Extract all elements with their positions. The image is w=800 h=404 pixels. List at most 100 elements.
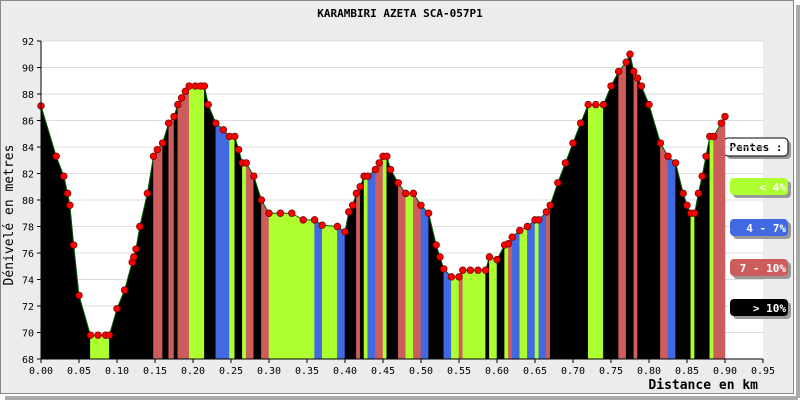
slope-segment: [686, 205, 692, 360]
point: [219, 126, 228, 134]
point: [200, 82, 209, 90]
point: [607, 82, 615, 90]
point: [75, 291, 83, 300]
slope-segment: [546, 204, 551, 360]
slope-segment: [705, 136, 711, 360]
point: [276, 209, 285, 217]
slope-segment: [420, 204, 429, 360]
point: [698, 172, 706, 180]
slope-segment: [321, 224, 338, 360]
legend-swatch: [730, 178, 788, 195]
x-tick-label: 0.30: [257, 366, 281, 377]
point: [371, 165, 380, 174]
slope-segment: [641, 85, 650, 360]
slope-segment: [352, 193, 357, 360]
point: [493, 255, 501, 264]
point: [356, 183, 364, 191]
x-tick-label: 0.65: [523, 366, 547, 377]
point: [383, 152, 391, 160]
point: [345, 208, 353, 216]
point: [683, 201, 691, 209]
point: [231, 132, 239, 141]
point: [52, 152, 60, 160]
legend-label: > 10%: [753, 302, 786, 315]
point: [523, 222, 532, 231]
point: [436, 253, 444, 261]
point: [440, 265, 448, 273]
point: [508, 233, 516, 241]
slope-segment: [280, 213, 293, 360]
point: [709, 132, 718, 141]
slope-segment: [185, 85, 190, 360]
slope-segment: [709, 136, 714, 360]
slope-segment: [405, 193, 414, 360]
slope-segment: [595, 104, 604, 360]
slope-segment: [337, 226, 346, 360]
point: [447, 273, 456, 281]
slope-segment: [625, 54, 631, 360]
slope-segment: [204, 85, 209, 360]
point: [257, 196, 266, 204]
y-tick-label: 92: [22, 37, 34, 48]
point: [542, 208, 551, 216]
point: [474, 266, 482, 274]
point: [679, 189, 687, 198]
slope-segment: [133, 248, 137, 360]
slope-segment: [302, 219, 315, 360]
point: [242, 159, 250, 167]
frame-shadow: [796, 5, 800, 398]
x-tick-label: 0.90: [713, 366, 737, 377]
slope-segment: [215, 122, 224, 360]
slope-segment: [701, 156, 707, 360]
slope-segment: [363, 175, 369, 360]
y-tick-label: 70: [22, 329, 34, 340]
point: [310, 216, 319, 224]
point: [664, 152, 672, 160]
slope-segment: [177, 97, 182, 360]
point: [364, 172, 372, 180]
slope-segment: [157, 142, 163, 360]
point: [185, 82, 193, 90]
point: [626, 50, 634, 58]
point: [592, 100, 600, 109]
x-tick-label: 0.00: [29, 366, 53, 377]
point: [69, 241, 78, 249]
point: [212, 119, 220, 127]
point: [288, 209, 296, 217]
point: [633, 74, 642, 82]
point: [584, 100, 592, 109]
slope-segment: [378, 155, 384, 360]
slope-segment: [477, 269, 486, 360]
point: [299, 216, 307, 224]
point: [717, 119, 725, 127]
point: [554, 179, 562, 187]
legend-swatch: [730, 219, 788, 236]
point: [630, 67, 638, 76]
x-tick-label: 0.80: [637, 366, 661, 377]
point: [177, 94, 186, 102]
slope-segment: [462, 269, 471, 360]
legend-swatch: [730, 259, 788, 276]
y-axis-label: Dénivelé en metres: [2, 145, 17, 286]
slope-segment: [667, 155, 676, 360]
slope-segment: [443, 268, 452, 360]
slope-segment: [629, 54, 635, 360]
slope-segment: [245, 161, 255, 360]
slope-segment: [386, 156, 391, 360]
slope-segment: [188, 85, 196, 360]
point: [516, 226, 524, 235]
y-tick-label: 72: [22, 302, 34, 313]
slope-segment: [508, 236, 513, 360]
point: [694, 189, 703, 198]
slope-segment: [268, 213, 281, 360]
legend-label: 4 - 7%: [746, 222, 786, 235]
x-tick-label: 0.85: [675, 366, 699, 377]
slope-segment: [511, 229, 521, 360]
point: [66, 201, 74, 209]
slope-segment: [720, 115, 726, 360]
point: [546, 201, 554, 209]
x-tick-label: 0.75: [599, 366, 623, 377]
y-tick-label: 90: [22, 64, 34, 75]
slope-segment: [504, 243, 509, 360]
